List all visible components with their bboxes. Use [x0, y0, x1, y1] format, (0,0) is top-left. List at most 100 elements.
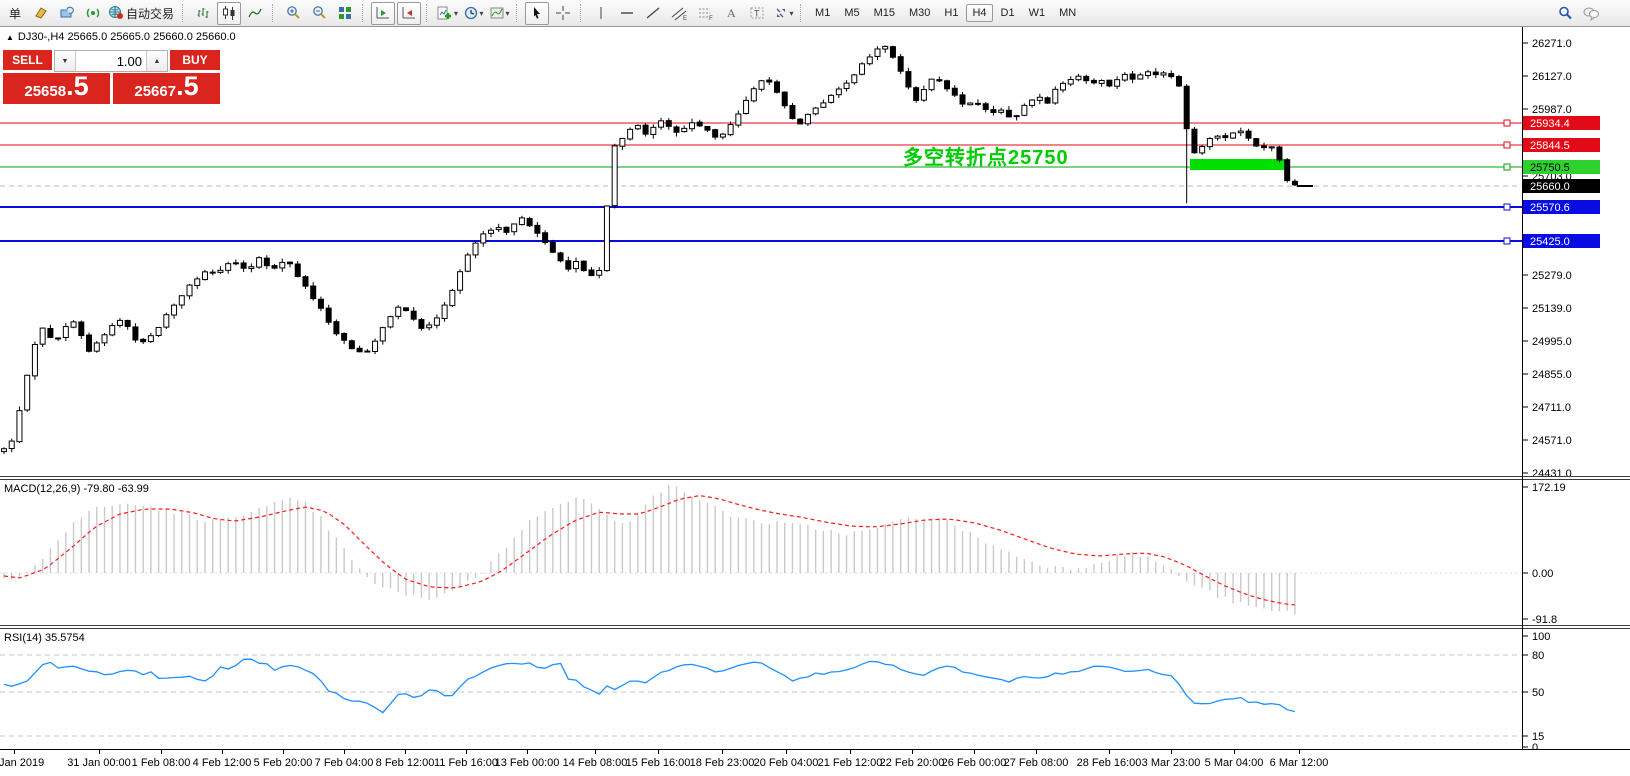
tf-h1[interactable]: H1 — [944, 7, 959, 19]
bar-chart-button[interactable] — [191, 2, 215, 25]
time-axis-tick — [405, 750, 406, 754]
auto-scroll-button[interactable] — [371, 1, 396, 25]
chat-button[interactable] — [1579, 2, 1603, 25]
new-order-button[interactable]: 单 — [3, 2, 27, 25]
candlestick-chart-button[interactable] — [217, 1, 242, 25]
line-anchor-marker[interactable] — [1503, 203, 1511, 211]
tf-m15[interactable]: M15 — [873, 7, 895, 19]
label-tool[interactable]: T — [745, 2, 769, 25]
tf-h4[interactable]: H4 — [966, 4, 993, 22]
text-label-icon: T — [749, 5, 765, 21]
panel-separator[interactable] — [0, 476, 1630, 480]
sell-button[interactable]: SELL — [3, 50, 52, 72]
tf-d1[interactable]: D1 — [1000, 7, 1015, 19]
search-button[interactable] — [1553, 2, 1577, 25]
collapse-triangle-icon[interactable]: ▲ — [6, 33, 14, 42]
tf-mn[interactable]: MN — [1059, 7, 1077, 19]
market-watch-button[interactable] — [55, 2, 79, 25]
price-chart[interactable]: 26271.026127.025987.025703.025279.025139… — [0, 27, 1630, 477]
candlestick — [681, 127, 688, 133]
candlestick — [882, 45, 889, 50]
candlestick — [1284, 159, 1291, 182]
candlestick — [101, 334, 108, 344]
tf-m1[interactable]: M1 — [815, 7, 831, 19]
candlestick — [565, 260, 572, 270]
horizontal-line-tool[interactable] — [615, 2, 639, 25]
buy-price[interactable]: 25667.5 — [113, 73, 220, 104]
rsi-indicator-panel[interactable]: 100 80 50 150 — [0, 630, 1630, 749]
candlestick — [866, 56, 873, 65]
signals-button[interactable] — [81, 2, 105, 25]
candlestick — [194, 278, 201, 286]
tile-windows-button[interactable] — [333, 2, 357, 25]
time-axis-label: 4 Feb 12:00 — [192, 757, 252, 769]
candlestick — [379, 327, 386, 342]
macd-indicator-panel[interactable]: 172.19 0.00 -91.8 — [0, 481, 1630, 625]
candlestick — [70, 321, 77, 328]
axis-tick-label: 15 — [1532, 731, 1544, 743]
line-anchor-marker[interactable] — [1503, 141, 1511, 149]
volume-input[interactable] — [76, 51, 146, 71]
line-chart-button[interactable] — [243, 2, 267, 25]
templates-button[interactable]: ▾ — [487, 2, 511, 25]
panel-separator[interactable] — [0, 625, 1630, 629]
sell-price[interactable]: 25658.5 — [3, 73, 110, 104]
vertical-line-tool[interactable] — [589, 2, 613, 25]
auto-scroll-icon — [375, 5, 391, 21]
time-axis-tick — [222, 750, 223, 754]
fibonacci-tool[interactable]: F — [693, 2, 717, 25]
line-anchor-marker[interactable] — [1503, 163, 1511, 171]
candlestick — [1206, 138, 1213, 148]
time-axis-label: 5 Mar 04:00 — [1204, 757, 1264, 769]
indicators-button[interactable]: ▾ — [435, 2, 459, 25]
tf-m5[interactable]: M5 — [844, 7, 860, 19]
time-axis-tick — [1171, 750, 1172, 754]
candlestick — [356, 347, 363, 353]
volume-increase-button[interactable]: ▲ — [146, 51, 167, 71]
line-anchor-marker[interactable] — [1503, 237, 1511, 245]
time-axis-label: 14 Feb 08:00 — [562, 757, 628, 769]
time-axis[interactable]: 29 Jan 2019 31 Jan 00:001 Feb 08:004 Feb … — [0, 749, 1630, 776]
crosshair-button[interactable] — [551, 2, 575, 25]
rsi-line — [3, 658, 1296, 714]
price-badge — [1523, 160, 1600, 174]
buy-button[interactable]: BUY — [170, 50, 220, 72]
pivot-highlight-band[interactable] — [1190, 159, 1290, 170]
chart-shift-button[interactable] — [397, 1, 422, 25]
candlestick — [402, 307, 409, 312]
time-axis-label: 28 Feb 16:00 — [1076, 757, 1142, 769]
tf-m30[interactable]: M30 — [909, 7, 931, 19]
zoom-in-button[interactable] — [281, 2, 305, 25]
zoom-out-button[interactable] — [307, 2, 331, 25]
channel-tool[interactable]: E — [667, 2, 691, 25]
candlestick — [1168, 73, 1175, 78]
time-axis-label: 6 Mar 12:00 — [1269, 757, 1329, 769]
periods-button[interactable]: ▾ — [461, 2, 485, 25]
candlestick — [526, 218, 533, 227]
time-axis-tick — [1036, 750, 1037, 754]
cursor-icon — [529, 5, 545, 21]
volume-decrease-button[interactable]: ▼ — [55, 51, 76, 71]
pivot-annotation[interactable]: 多空转折点25750 — [903, 147, 1069, 169]
macd-label: MACD(12,26,9) -79.80 -63.99 — [4, 483, 149, 495]
line-chart-icon — [247, 5, 263, 21]
arrows-tool[interactable]: ▾ — [771, 2, 795, 25]
line-anchor-marker[interactable] — [1503, 119, 1511, 127]
candlestick — [1013, 115, 1020, 118]
toolbar-separator — [800, 4, 804, 22]
candlestick — [232, 262, 239, 265]
time-axis-tick — [14, 750, 15, 754]
candlestick — [294, 263, 301, 278]
history-center-button[interactable] — [29, 2, 53, 25]
candlestick — [619, 137, 626, 147]
equidistant-channel-icon: E — [671, 5, 688, 21]
autotrading-button[interactable]: 自动交易 — [107, 2, 177, 25]
candlestick — [712, 129, 719, 138]
candlestick — [171, 304, 178, 316]
trendline-tool[interactable] — [641, 2, 665, 25]
candlestick — [542, 232, 549, 243]
tf-w1[interactable]: W1 — [1028, 7, 1046, 19]
text-tool[interactable]: A — [719, 2, 743, 25]
cursor-button[interactable] — [525, 1, 550, 25]
axis-tick-label: 80 — [1532, 650, 1544, 662]
